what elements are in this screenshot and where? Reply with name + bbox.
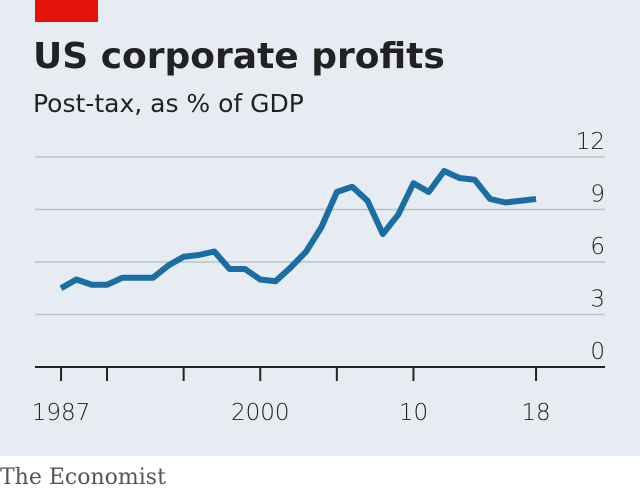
- y-tick-label: 12: [576, 129, 605, 155]
- y-tick-label: 6: [590, 234, 605, 260]
- x-tick-label: 2000: [231, 400, 290, 426]
- data-line: [59, 168, 537, 291]
- source: The Economist: [0, 465, 166, 490]
- x-tick-label: 10: [399, 400, 428, 426]
- y-tick-label: 9: [590, 182, 605, 208]
- x-tick-label: 1987: [32, 400, 91, 426]
- brand-tag: [35, 0, 98, 22]
- chart-title: US corporate profits: [33, 36, 445, 77]
- y-tick-label: 0: [590, 339, 605, 365]
- y-tick-label: 3: [590, 287, 605, 313]
- x-tick-label: 18: [521, 400, 550, 426]
- chart-subtitle: Post-tax, as % of GDP: [33, 89, 304, 118]
